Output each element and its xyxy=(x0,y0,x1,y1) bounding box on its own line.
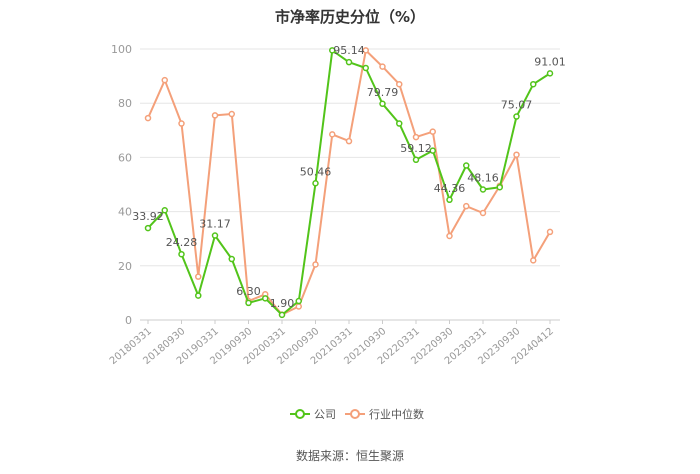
data-point xyxy=(228,255,235,263)
data-source-note: 数据来源：恒生聚源 xyxy=(295,449,404,463)
legend-label: 公司 xyxy=(314,408,336,421)
data-point xyxy=(312,261,319,268)
data-point xyxy=(295,297,302,305)
y-tick-label: 20 xyxy=(118,260,132,273)
axes: 0204060801002018033120180930201903312019… xyxy=(108,43,560,367)
data-label: 91.01 xyxy=(534,55,566,68)
data-label: 50.46 xyxy=(300,165,332,178)
data-point xyxy=(345,137,353,145)
data-point xyxy=(546,228,554,236)
data-point xyxy=(345,58,353,66)
data-label: 24.28 xyxy=(166,236,198,249)
data-point xyxy=(412,156,420,164)
data-point xyxy=(362,47,369,54)
data-point xyxy=(161,206,168,214)
data-point xyxy=(429,128,436,135)
data-point xyxy=(178,250,185,258)
data-point xyxy=(396,120,403,127)
data-label: 33.92 xyxy=(132,210,164,223)
data-label: 48.16 xyxy=(467,171,499,184)
data-label: 75.07 xyxy=(501,99,533,112)
legend[interactable]: 公司 行业中位数 xyxy=(290,407,424,421)
data-point xyxy=(262,295,269,302)
data-label: 59.12 xyxy=(400,142,432,155)
data-label: 95.14 xyxy=(333,44,365,57)
data-point xyxy=(195,273,202,280)
data-point xyxy=(178,120,185,127)
data-point xyxy=(513,151,520,158)
data-point xyxy=(446,232,453,240)
data-point xyxy=(144,224,152,232)
data-label: 1.90 xyxy=(270,297,295,310)
legend-label: 行业中位数 xyxy=(369,407,424,421)
data-label: 6.30 xyxy=(236,285,261,298)
data-point xyxy=(211,112,219,119)
data-point xyxy=(496,183,503,191)
legend-item-1[interactable]: 行业中位数 xyxy=(345,407,424,421)
y-tick-label: 100 xyxy=(111,43,132,56)
data-point xyxy=(479,209,487,217)
data-point xyxy=(446,196,453,204)
data-point xyxy=(546,70,554,77)
legend-swatch-marker xyxy=(295,409,305,419)
data-point xyxy=(295,303,302,310)
data-point xyxy=(312,180,319,187)
data-label: 44.36 xyxy=(434,182,466,195)
data-point xyxy=(362,64,369,72)
y-tick-label: 60 xyxy=(118,151,132,164)
data-point xyxy=(513,113,520,120)
data-label: 79.79 xyxy=(367,86,399,99)
legend-item-0[interactable]: 公司 xyxy=(290,408,336,421)
data-point xyxy=(245,299,252,307)
data-point xyxy=(211,232,219,239)
data-point xyxy=(530,80,537,88)
data-point xyxy=(379,100,386,108)
series-layer xyxy=(144,47,554,319)
data-point xyxy=(278,311,286,319)
data-point xyxy=(195,292,202,299)
data-point xyxy=(329,47,336,54)
y-tick-label: 0 xyxy=(125,314,132,327)
data-point xyxy=(396,80,403,88)
y-tick-label: 40 xyxy=(118,206,132,219)
data-point xyxy=(144,114,152,122)
data-point xyxy=(479,186,487,193)
data-point xyxy=(429,147,436,154)
data-point xyxy=(412,133,420,141)
data-label: 31.17 xyxy=(199,218,231,231)
data-point xyxy=(161,76,168,84)
data-point xyxy=(463,202,470,210)
chart-title: 市净率历史分位（%） xyxy=(274,8,426,26)
legend-swatch-marker xyxy=(350,409,360,419)
y-tick-label: 80 xyxy=(118,97,132,110)
data-point xyxy=(530,257,537,264)
data-point xyxy=(228,110,235,118)
data-point xyxy=(463,162,470,169)
data-point xyxy=(379,63,386,70)
data-point xyxy=(329,131,336,138)
